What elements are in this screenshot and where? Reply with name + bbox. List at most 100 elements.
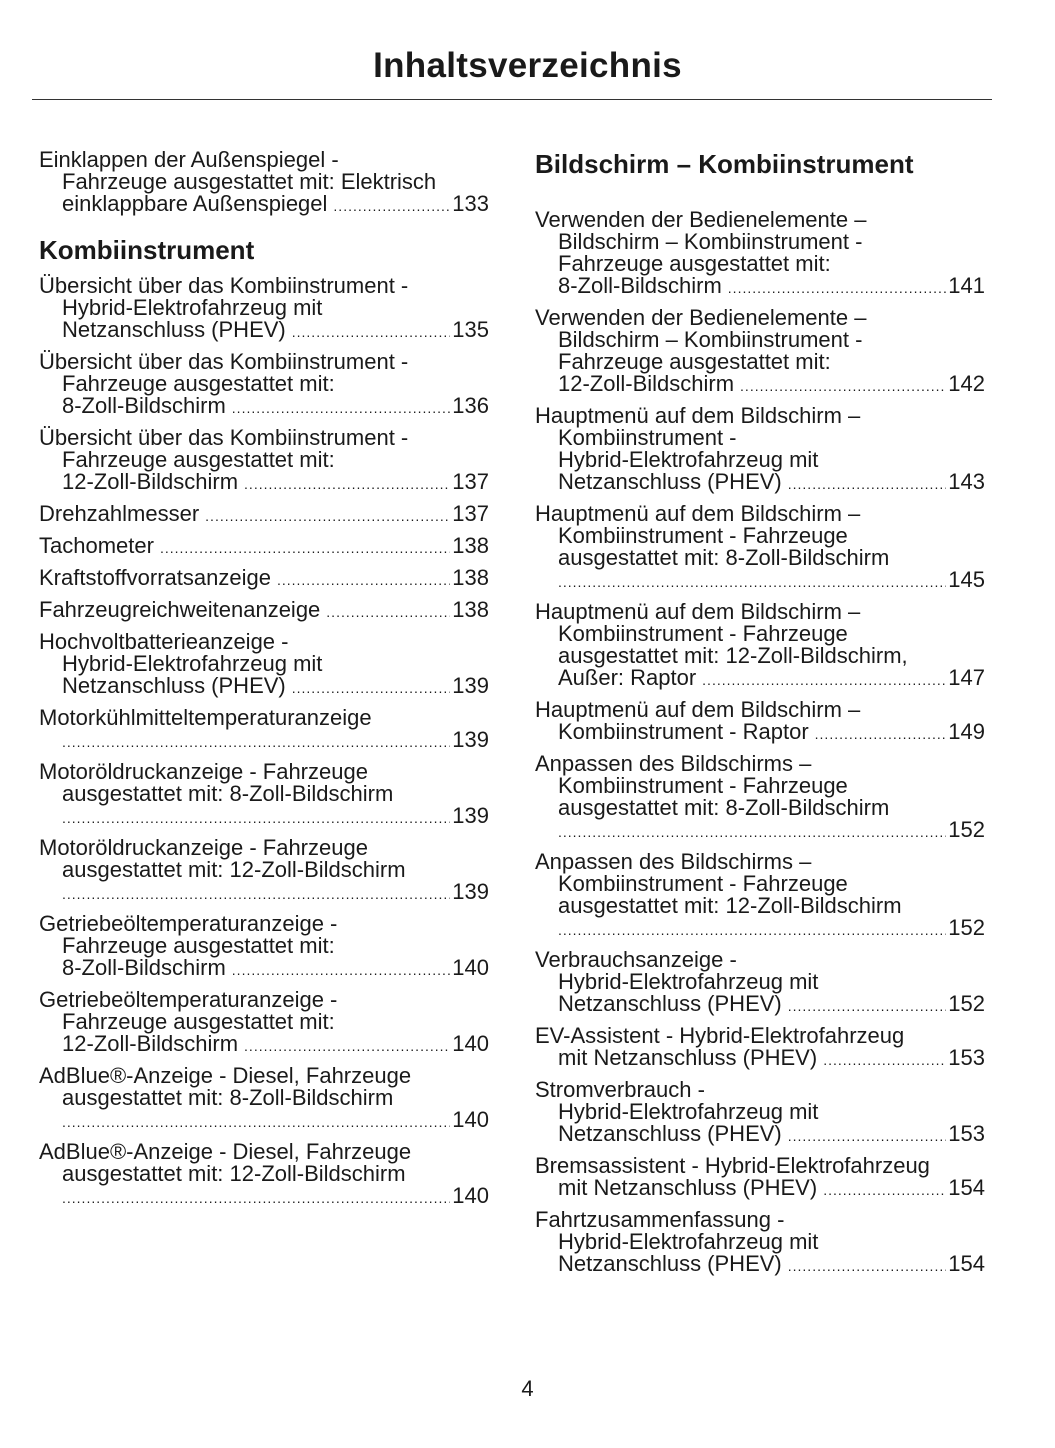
toc-entry-line: Hybrid-Elektrofahrzeug mit <box>39 297 489 319</box>
toc-entry[interactable]: Hauptmenü auf dem Bildschirm – Kombiinstr… <box>535 601 985 691</box>
toc-entry-text: Hybrid-Elektrofahrzeug mit <box>62 651 323 676</box>
toc-entry[interactable]: Hauptmenü auf dem Bildschirm – Kombiinstr… <box>535 699 985 745</box>
toc-entry[interactable]: Motorkühlmitteltemperaturanzeige 139 <box>39 707 489 753</box>
toc-entry[interactable]: Übersicht über das Kombiinstrument - Fahr… <box>39 427 489 495</box>
toc-page-number[interactable]: 136 <box>452 393 489 418</box>
toc-page-number[interactable]: 152 <box>948 915 985 940</box>
toc-entry-line: einklappbare Außenspiegel 133 <box>39 193 489 217</box>
toc-page-number[interactable]: 145 <box>948 567 985 592</box>
toc-entry[interactable]: EV-Assistent - Hybrid-Elektrofahrzeug mit… <box>535 1025 985 1071</box>
toc-entry[interactable]: Motoröldruckanzeige - Fahrzeuge ausgestat… <box>39 761 489 829</box>
toc-page-number[interactable]: 133 <box>452 191 489 216</box>
toc-page-number[interactable]: 137 <box>452 501 489 526</box>
toc-entry-text: Kombiinstrument - Fahrzeuge <box>558 773 848 798</box>
toc-entry-line: Kombiinstrument - Fahrzeuge <box>535 525 985 547</box>
toc-entry-text: Hauptmenü auf dem Bildschirm – <box>535 697 861 722</box>
toc-entry-text: Hybrid-Elektrofahrzeug mit <box>558 1099 819 1124</box>
toc-entry-text: 8-Zoll-Bildschirm <box>62 955 226 980</box>
toc-entry[interactable]: AdBlue®-Anzeige - Diesel, Fahrzeuge ausge… <box>39 1065 489 1133</box>
toc-entry-line: Außer: Raptor 147 <box>535 667 985 691</box>
toc-entry[interactable]: Einklappen der Außenspiegel - Fahrzeuge a… <box>39 149 489 217</box>
toc-entry[interactable]: Stromverbrauch - Hybrid-Elektrofahrzeug m… <box>535 1079 985 1147</box>
toc-page-number[interactable]: 139 <box>452 673 489 698</box>
toc-entry-text: Kombiinstrument - Raptor <box>558 719 809 744</box>
toc-entry-text: Anpassen des Bildschirms – <box>535 751 812 776</box>
dot-leader <box>558 571 946 593</box>
toc-page-number[interactable]: 140 <box>452 955 489 980</box>
toc-entry-line: Motoröldruckanzeige - Fahrzeuge <box>39 761 489 783</box>
toc-page-number[interactable]: 149 <box>948 719 985 744</box>
toc-entry[interactable]: AdBlue®-Anzeige - Diesel, Fahrzeuge ausge… <box>39 1141 489 1209</box>
toc-page-number[interactable]: 138 <box>452 565 489 590</box>
toc-page-number[interactable]: 139 <box>452 727 489 752</box>
toc-entry[interactable]: Hochvoltbatterieanzeige - Hybrid-Elektrof… <box>39 631 489 699</box>
toc-entry-text: AdBlue®-Anzeige - Diesel, Fahrzeuge <box>39 1063 412 1088</box>
toc-entry-text: 12-Zoll-Bildschirm <box>62 1031 239 1056</box>
toc-entry[interactable]: Übersicht über das Kombiinstrument - Hybr… <box>39 275 489 343</box>
toc-entry[interactable]: Fahrtzusammenfassung - Hybrid-Elektrofahr… <box>535 1209 985 1277</box>
dot-leader <box>558 919 946 941</box>
toc-entry[interactable]: Tachometer 138 <box>39 535 489 559</box>
toc-entry-line: 139 <box>39 805 489 829</box>
toc-page-number[interactable]: 138 <box>452 597 489 622</box>
toc-page-number[interactable]: 135 <box>452 317 489 342</box>
toc-page-number[interactable]: 152 <box>948 991 985 1016</box>
toc-entry-line: 12-Zoll-Bildschirm 140 <box>39 1033 489 1057</box>
toc-entry[interactable]: Anpassen des Bildschirms – Kombiinstrumen… <box>535 851 985 941</box>
toc-entry[interactable]: Anpassen des Bildschirms – Kombiinstrumen… <box>535 753 985 843</box>
toc-entry-text: ausgestattet mit: 12-Zoll-Bildschirm, <box>558 643 908 668</box>
toc-entry-text: Stromverbrauch - <box>535 1077 705 1102</box>
toc-entry[interactable]: Bremsassistent - Hybrid-Elektrofahrzeug m… <box>535 1155 985 1201</box>
toc-page-number[interactable]: 140 <box>452 1183 489 1208</box>
toc-entry[interactable]: Übersicht über das Kombiinstrument - Fahr… <box>39 351 489 419</box>
toc-entry-line: Verbrauchsanzeige - <box>535 949 985 971</box>
toc-entry-text: Netzanschluss (PHEV) <box>62 317 286 342</box>
dot-leader <box>702 669 946 691</box>
toc-page-number[interactable]: 153 <box>948 1121 985 1146</box>
toc-page-number[interactable]: 143 <box>948 469 985 494</box>
toc-page-number[interactable]: 137 <box>452 469 489 494</box>
dot-leader <box>815 723 947 745</box>
toc-page-number[interactable]: 147 <box>948 665 985 690</box>
toc-entry-line: Bildschirm – Kombiinstrument - <box>535 329 985 351</box>
toc-page-number[interactable]: 140 <box>452 1031 489 1056</box>
toc-entry-text: ausgestattet mit: 12-Zoll-Bildschirm <box>558 893 902 918</box>
toc-entry[interactable]: Kraftstoffvorratsanzeige 138 <box>39 567 489 591</box>
toc-page-number[interactable]: 154 <box>948 1175 985 1200</box>
toc-entry-text: Netzanschluss (PHEV) <box>558 1251 782 1276</box>
toc-entry-text: Fahrzeuge ausgestattet mit: Elektrisch <box>62 169 437 194</box>
toc-page-number[interactable]: 140 <box>452 1107 489 1132</box>
toc-entry-line: Getriebeöltemperaturanzeige - <box>39 989 489 1011</box>
toc-page-number[interactable]: 142 <box>948 371 985 396</box>
toc-entry-text: Hybrid-Elektrofahrzeug mit <box>558 1229 819 1254</box>
toc-entry-text: ausgestattet mit: 12-Zoll-Bildschirm <box>62 857 406 882</box>
toc-entry[interactable]: Motoröldruckanzeige - Fahrzeuge ausgestat… <box>39 837 489 905</box>
toc-entry[interactable]: Verwenden der Bedienelemente – Bildschirm… <box>535 307 985 397</box>
toc-entry-line: 12-Zoll-Bildschirm 137 <box>39 471 489 495</box>
toc-entry-line: Fahrzeuge ausgestattet mit: <box>39 1011 489 1033</box>
toc-page-number[interactable]: 154 <box>948 1251 985 1276</box>
toc-page-number[interactable]: 153 <box>948 1045 985 1070</box>
toc-entry-line: Hybrid-Elektrofahrzeug mit <box>39 653 489 675</box>
toc-entry-line: Hauptmenü auf dem Bildschirm – <box>535 405 985 427</box>
toc-entry[interactable]: Drehzahlmesser 137 <box>39 503 489 527</box>
toc-entry[interactable]: Fahrzeugreichweitenanzeige 138 <box>39 599 489 623</box>
toc-page-number[interactable]: 139 <box>452 879 489 904</box>
toc-entry-line: Anpassen des Bildschirms – <box>535 753 985 775</box>
toc-entry[interactable]: Hauptmenü auf dem Bildschirm – Kombiinstr… <box>535 405 985 495</box>
toc-page-number[interactable]: 141 <box>948 273 985 298</box>
toc-page-number[interactable]: 139 <box>452 803 489 828</box>
toc-entry[interactable]: Getriebeöltemperaturanzeige - Fahrzeuge a… <box>39 989 489 1057</box>
toc-entry[interactable]: Verwenden der Bedienelemente – Bildschirm… <box>535 209 985 299</box>
toc-entry-text: Hauptmenü auf dem Bildschirm – <box>535 599 861 624</box>
toc-entry-line: Getriebeöltemperaturanzeige - <box>39 913 489 935</box>
dot-leader <box>232 959 450 981</box>
toc-page-number[interactable]: 138 <box>452 533 489 558</box>
toc-entry-line: ausgestattet mit: 12-Zoll-Bildschirm <box>39 859 489 881</box>
toc-entry[interactable]: Getriebeöltemperaturanzeige - Fahrzeuge a… <box>39 913 489 981</box>
toc-entry-text: Verwenden der Bedienelemente – <box>535 305 867 330</box>
toc-entry-line: Hybrid-Elektrofahrzeug mit <box>535 449 985 471</box>
toc-page-number[interactable]: 152 <box>948 817 985 842</box>
toc-entry[interactable]: Hauptmenü auf dem Bildschirm – Kombiinstr… <box>535 503 985 593</box>
toc-entry[interactable]: Verbrauchsanzeige - Hybrid-Elektrofahrzeu… <box>535 949 985 1017</box>
